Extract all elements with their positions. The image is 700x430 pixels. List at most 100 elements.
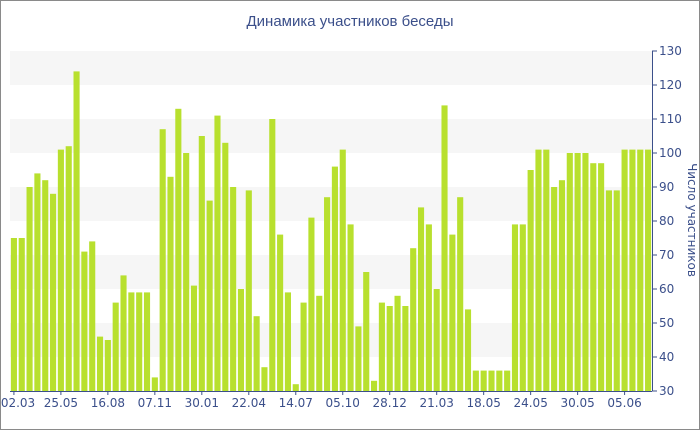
y-tick-label: 110 bbox=[659, 112, 682, 126]
x-tick-label: 22.04 bbox=[232, 396, 266, 410]
bar bbox=[378, 302, 385, 391]
bar bbox=[527, 170, 534, 391]
x-tick-label: 21.03 bbox=[420, 396, 454, 410]
bar bbox=[261, 367, 268, 391]
bar bbox=[190, 285, 198, 391]
bar bbox=[18, 238, 25, 391]
y-tick-label: 50 bbox=[659, 316, 674, 330]
bar bbox=[566, 153, 573, 391]
x-tick-labels: 02.03 25.05 16.08 07.11 30.01 22.04 14.07 05.10… bbox=[1, 396, 642, 410]
bar bbox=[488, 370, 495, 391]
bar bbox=[277, 234, 284, 391]
bar bbox=[222, 142, 229, 391]
axes bbox=[10, 50, 657, 395]
y-tick-label: 70 bbox=[659, 248, 674, 262]
x-tick-label: 07.11 bbox=[138, 396, 172, 410]
y-tick-label: 120 bbox=[659, 78, 682, 92]
bar bbox=[245, 190, 252, 391]
y-tick-label: 40 bbox=[659, 350, 674, 364]
grid-band bbox=[10, 119, 652, 153]
bar bbox=[308, 217, 315, 391]
bar bbox=[331, 166, 338, 391]
bar bbox=[402, 306, 409, 391]
bar bbox=[464, 309, 472, 391]
bar bbox=[237, 289, 245, 391]
bar bbox=[10, 238, 17, 391]
bar bbox=[457, 197, 464, 391]
bar bbox=[637, 149, 644, 391]
x-tick-label: 16.08 bbox=[91, 396, 125, 410]
bar bbox=[629, 149, 636, 391]
bar bbox=[574, 153, 581, 391]
bar bbox=[605, 190, 612, 391]
x-tick-label: 25.05 bbox=[44, 396, 78, 410]
bar bbox=[96, 336, 104, 391]
y-tick-labels: 30 40 50 60 70 80 90 100 110 120 130 bbox=[659, 44, 682, 398]
bar bbox=[613, 190, 620, 391]
bar bbox=[81, 251, 88, 391]
y-axis-label: Число участников bbox=[685, 163, 699, 277]
bar bbox=[339, 149, 346, 391]
bar bbox=[496, 370, 503, 391]
bar bbox=[104, 340, 111, 391]
bar bbox=[363, 272, 370, 391]
bar bbox=[355, 326, 362, 391]
x-tick-label: 14.07 bbox=[279, 396, 313, 410]
x-tick-label: 30.01 bbox=[185, 396, 219, 410]
bar bbox=[417, 207, 425, 391]
bar bbox=[198, 136, 205, 391]
bar bbox=[386, 306, 393, 391]
bar bbox=[543, 149, 550, 391]
chart-title: Динамика участников беседы bbox=[246, 13, 454, 30]
bar bbox=[511, 224, 519, 391]
bar bbox=[136, 292, 143, 391]
bar bbox=[159, 129, 166, 391]
bar bbox=[371, 380, 378, 391]
bar bbox=[472, 370, 479, 391]
bar bbox=[480, 370, 487, 391]
bar bbox=[112, 302, 119, 391]
bar bbox=[89, 241, 96, 391]
bar bbox=[558, 180, 566, 391]
bar bbox=[519, 224, 526, 391]
bar bbox=[410, 248, 417, 391]
bars bbox=[10, 71, 652, 392]
bar bbox=[449, 234, 456, 391]
bar bbox=[316, 295, 323, 391]
y-tick-label: 80 bbox=[659, 214, 674, 228]
y-tick-label: 130 bbox=[659, 44, 682, 58]
y-tick-label: 90 bbox=[659, 180, 674, 194]
bar bbox=[347, 224, 354, 391]
bar bbox=[441, 105, 448, 392]
grid-band bbox=[10, 51, 652, 85]
bar bbox=[645, 149, 652, 391]
bar bbox=[128, 292, 135, 391]
bar bbox=[284, 292, 291, 391]
bar bbox=[42, 180, 49, 391]
bar bbox=[324, 197, 331, 391]
x-tick-label: 30.05 bbox=[560, 396, 594, 410]
x-tick-label: 05.06 bbox=[607, 396, 641, 410]
bar bbox=[175, 108, 182, 392]
bar bbox=[425, 224, 432, 391]
bar bbox=[292, 384, 299, 391]
x-tick-label: 18.05 bbox=[466, 396, 500, 410]
bar bbox=[590, 163, 597, 391]
x-tick-label: 05.10 bbox=[326, 396, 360, 410]
bar bbox=[433, 289, 440, 391]
bar bbox=[300, 302, 307, 391]
bar bbox=[598, 163, 605, 391]
bar bbox=[73, 71, 80, 392]
bar bbox=[253, 316, 260, 391]
bar bbox=[34, 173, 41, 391]
bar bbox=[551, 187, 558, 391]
x-tick-label: 02.03 bbox=[1, 396, 35, 410]
bar bbox=[26, 187, 33, 391]
bar bbox=[183, 153, 190, 391]
bar bbox=[120, 275, 127, 391]
bar bbox=[394, 295, 401, 391]
bar bbox=[65, 146, 72, 391]
bar bbox=[214, 115, 221, 391]
bar bbox=[151, 377, 158, 391]
